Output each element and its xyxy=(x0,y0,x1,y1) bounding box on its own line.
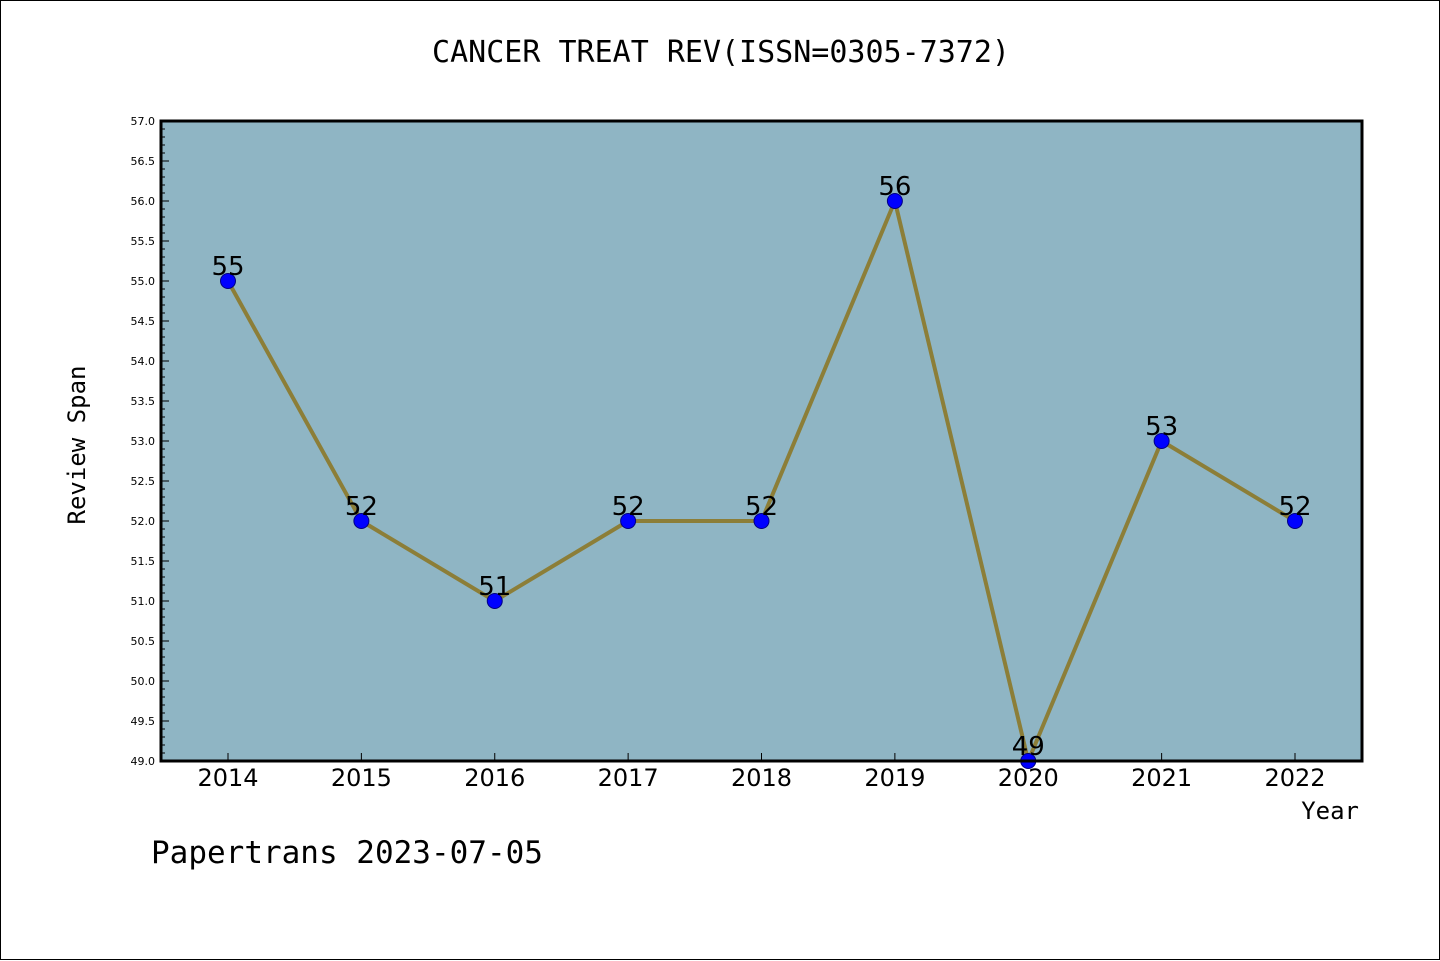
y-tick-label: 49.0 xyxy=(131,755,156,768)
footer-credit: Papertrans 2023-07-05 xyxy=(151,835,543,871)
y-tick-label: 50.0 xyxy=(131,675,156,688)
y-tick-label: 57.0 xyxy=(131,115,156,128)
y-tick-label: 52.0 xyxy=(131,515,156,528)
y-tick-label: 51.5 xyxy=(131,555,156,568)
y-tick-label: 53.5 xyxy=(131,395,156,408)
data-labels-group: 55 52 51 52 52 56 49 53 52 xyxy=(211,172,1311,762)
data-label: 52 xyxy=(1278,492,1311,522)
plot-border xyxy=(159,119,1364,763)
y-tick-label: 56.5 xyxy=(131,155,156,168)
data-label: 52 xyxy=(345,492,378,522)
data-point xyxy=(620,513,637,529)
x-tick-label: 2017 xyxy=(598,764,659,792)
data-label: 53 xyxy=(1145,412,1178,442)
x-tick-label: 2022 xyxy=(1264,764,1325,792)
y-tick-label: 56.0 xyxy=(131,195,156,208)
data-point xyxy=(753,513,770,529)
x-tick-label: 2016 xyxy=(464,764,525,792)
series-group xyxy=(220,193,1303,769)
y-tick-label: 54.0 xyxy=(131,355,156,368)
data-point xyxy=(353,513,370,529)
x-tick-label: 2015 xyxy=(331,764,392,792)
x-tick-label: 2014 xyxy=(197,764,258,792)
x-tick-label: 2019 xyxy=(864,764,925,792)
data-point xyxy=(1287,513,1303,529)
data-label: 56 xyxy=(878,172,911,202)
y-tick-label: 55.0 xyxy=(131,275,156,288)
y-tick-label: 54.5 xyxy=(131,315,156,328)
data-label: 52 xyxy=(612,492,645,522)
x-axis-ticks: 2014 2015 2016 2017 2018 2019 2020 2021 2022 xyxy=(197,753,1326,792)
y-axis-ticks: 49.0 49.5 50.0 50.5 51.0 51.5 52.0 52.5 53.0 53.5… xyxy=(131,115,169,768)
data-point xyxy=(486,593,503,609)
data-point xyxy=(220,273,236,289)
data-label: 51 xyxy=(478,572,511,602)
y-tick-label: 53.0 xyxy=(131,435,156,448)
data-label: 49 xyxy=(1012,732,1045,762)
data-label: 52 xyxy=(745,492,778,522)
y-tick-label: 49.5 xyxy=(131,715,156,728)
y-tick-label: 52.5 xyxy=(131,475,156,488)
chart-title: CANCER TREAT REV(ISSN=0305-7372) xyxy=(432,35,1010,70)
y-tick-label: 50.5 xyxy=(131,635,156,648)
y-tick-label: 55.5 xyxy=(131,235,156,248)
data-label: 55 xyxy=(211,252,244,282)
plot-area xyxy=(161,121,1362,761)
y-tick-label: 51.0 xyxy=(131,595,156,608)
x-tick-label: 2018 xyxy=(731,764,792,792)
data-point xyxy=(1153,433,1170,449)
data-point xyxy=(886,193,903,209)
x-tick-label: 2021 xyxy=(1131,764,1192,792)
x-axis-label: Year xyxy=(1301,797,1359,825)
